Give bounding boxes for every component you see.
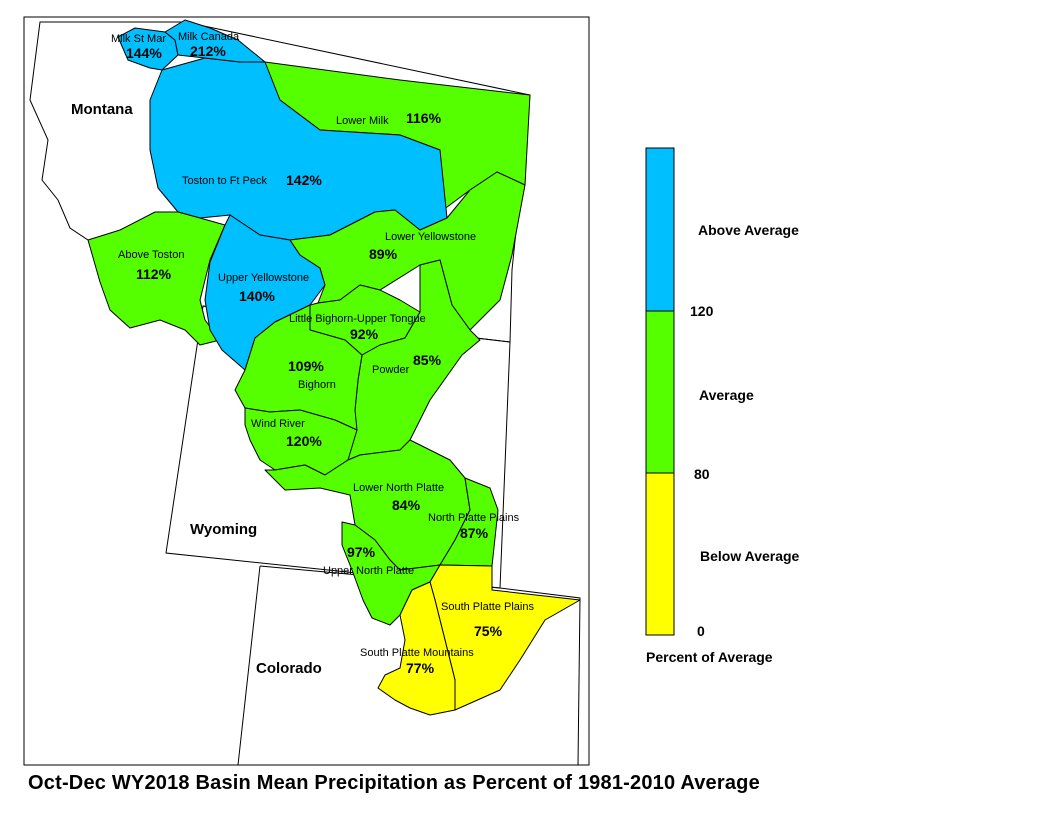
pct-south-platte-plains: 75% [474,623,503,639]
label-lower-yellowstone: Lower Yellowstone [385,231,476,243]
basin-above-toston[interactable] [87,211,226,346]
pct-lower-yellowstone: 89% [369,246,398,262]
label-bighorn: Bighorn [298,379,336,391]
pct-upper-yellowstone: 140% [239,288,275,304]
pct-south-platte-mountains: 77% [406,660,435,676]
label-upper-yellowstone: Upper Yellowstone [218,272,309,284]
label-toston-ft-peck: Toston to Ft Peck [182,175,267,187]
legend-label-below: Below Average [700,548,800,564]
label-lower-north-platte: Lower North Platte [353,482,444,494]
legend-swatch-average [645,310,675,474]
pct-milk-st-mary: 144% [126,45,162,61]
label-wind-river: Wind River [251,418,305,430]
label-lower-milk: Lower Milk [336,115,389,127]
pct-milk-canada: 212% [190,43,226,59]
map-title: Oct-Dec WY2018 Basin Mean Precipitation … [28,772,760,794]
pct-north-platte-plains: 87% [460,525,489,541]
label-powder: Powder [372,364,410,376]
legend-title: Percent of Average [646,649,773,665]
pct-little-bighorn-upper-tongue: 92% [350,326,379,342]
pct-toston-ft-peck: 142% [286,172,322,188]
state-label-wyoming: Wyoming [190,521,257,538]
pct-bighorn: 109% [288,358,324,374]
label-south-platte-mountains: South Platte Mountains [360,647,474,659]
label-milk-st-mary: Milk St Mar [111,33,166,45]
legend-swatch-above [645,147,675,312]
legend-swatch-below [645,472,675,636]
basin-milk-canada[interactable] [164,19,266,63]
legend-break-0: 0 [697,623,705,639]
pct-powder: 85% [413,352,442,368]
legend: Above Average Average Below Average 120 … [645,147,800,665]
legend-break-120: 120 [690,303,714,319]
label-north-platte-plains: North Platte Plains [428,512,520,524]
pct-above-toston: 112% [136,266,172,282]
pct-wind-river: 120% [286,433,322,449]
label-milk-canada: Milk Canada [178,31,240,43]
label-south-platte-plains: South Platte Plains [441,601,534,613]
legend-label-average: Average [699,387,754,403]
basins [87,19,581,716]
pct-upper-north-platte: 97% [347,544,376,560]
label-above-toston: Above Toston [118,249,184,261]
legend-break-80: 80 [694,466,710,482]
legend-label-above: Above Average [698,222,799,238]
state-label-montana: Montana [71,101,133,118]
label-upper-north-platte: Upper North Platte [323,565,414,577]
state-label-colorado: Colorado [256,660,322,677]
label-little-bighorn-upper-tongue: Little Bighorn-Upper Tongue [289,313,426,325]
basin-south-platte-mountains[interactable] [377,581,456,716]
pct-lower-north-platte: 84% [392,497,421,513]
pct-lower-milk: 116% [406,110,442,126]
basin-labels: Milk St Mar 144% Milk Canada 212% Lower … [111,31,534,676]
